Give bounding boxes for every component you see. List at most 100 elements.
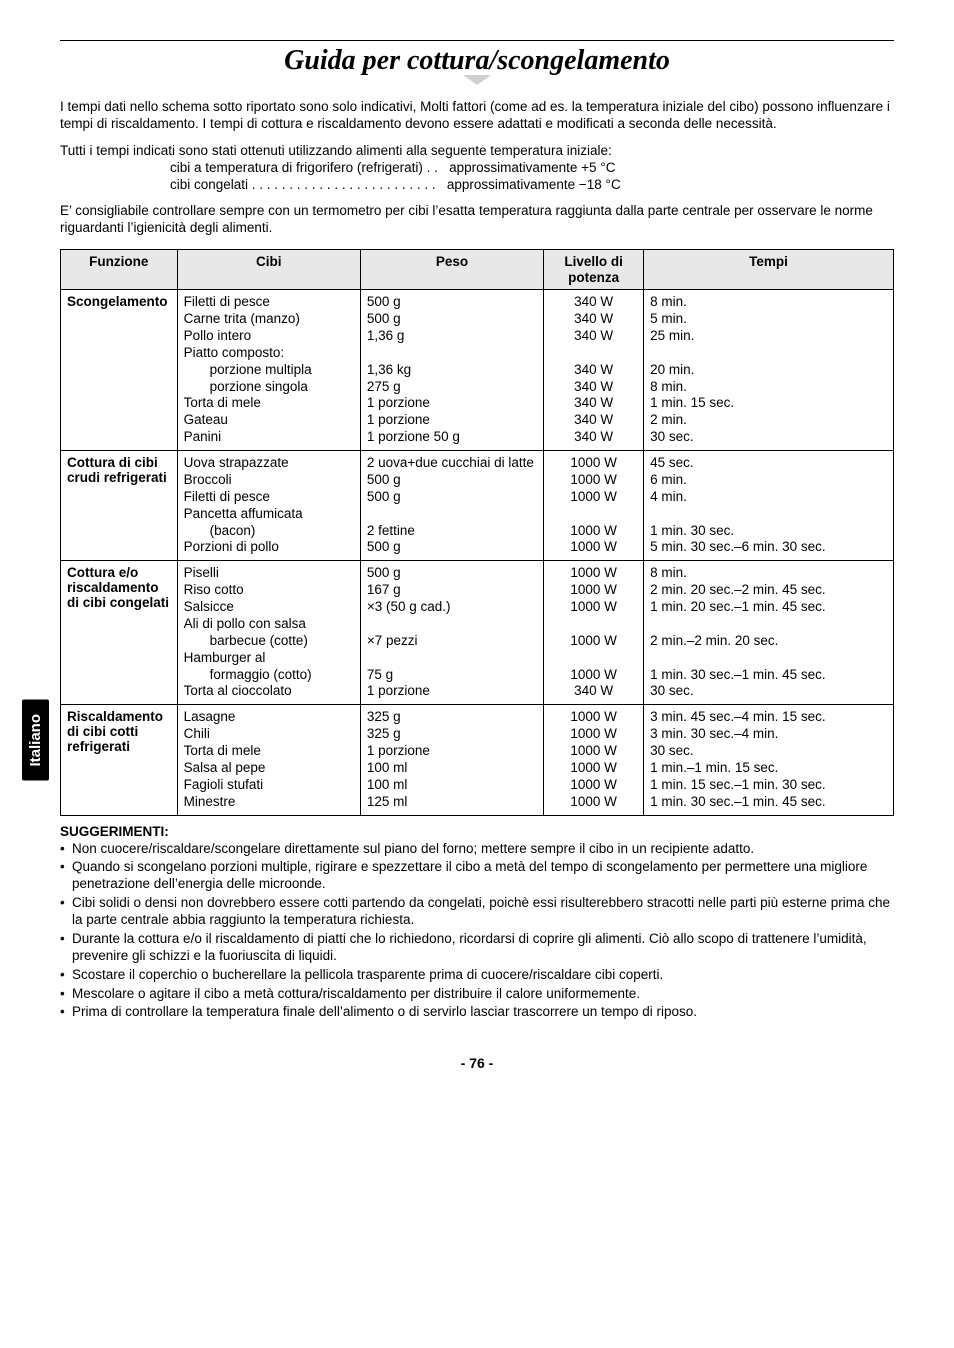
- cell-line: Salsa al pepe: [184, 760, 354, 777]
- cell-line: 340 W: [550, 683, 637, 700]
- cell-line: Gateau: [184, 412, 354, 429]
- cooking-table: Funzione Cibi Peso Livello di potenza Te…: [60, 249, 894, 815]
- header-peso: Peso: [360, 250, 543, 290]
- cell-line: Fagioli stufati: [184, 777, 354, 794]
- cell-line: Hamburger al: [184, 650, 354, 667]
- table-cell: 2 uova+due cucchiai di latte500 g500 g 2…: [360, 451, 543, 561]
- cell-line: 325 g: [367, 709, 537, 726]
- hint-item: Cibi solidi o densi non dovrebbero esser…: [60, 895, 894, 929]
- page-number: - 76 -: [60, 1055, 894, 1071]
- table-cell-funzione: Cottura e/o riscaldamento di cibi congel…: [61, 561, 178, 705]
- language-tab: Italiano: [22, 700, 49, 781]
- cell-line: 500 g: [367, 539, 537, 556]
- cell-line: [550, 506, 637, 523]
- table-cell-funzione: Riscaldamento di cibi cotti refrigerati: [61, 705, 178, 815]
- cell-line: 1 porzione: [367, 412, 537, 429]
- table-cell: PiselliRiso cottoSalsicceAli di pollo co…: [177, 561, 360, 705]
- cell-line: 2 min.–2 min. 20 sec.: [650, 633, 887, 650]
- cell-line: 6 min.: [650, 472, 887, 489]
- cell-line: 125 ml: [367, 794, 537, 811]
- cell-line: Pancetta affumicata: [184, 506, 354, 523]
- table-cell: 8 min.5 min.25 min. 20 min.8 min.1 min. …: [644, 290, 894, 451]
- table-cell: 340 W340 W340 W 340 W340 W340 W340 W340 …: [544, 290, 644, 451]
- cell-line: 325 g: [367, 726, 537, 743]
- cell-line: 1000 W: [550, 489, 637, 506]
- cell-line: 1 min. 15 sec.–1 min. 30 sec.: [650, 777, 887, 794]
- cell-line: [550, 616, 637, 633]
- table-header-row: Funzione Cibi Peso Livello di potenza Te…: [61, 250, 894, 290]
- table-body: ScongelamentoFiletti di pesceCarne trita…: [61, 290, 894, 815]
- cell-line: 5 min.: [650, 311, 887, 328]
- cell-line: 30 sec.: [650, 743, 887, 760]
- cell-line: 2 min.: [650, 412, 887, 429]
- cell-line: ×7 pezzi: [367, 633, 537, 650]
- cell-line: 500 g: [367, 565, 537, 582]
- table-cell: 1000 W1000 W1000 W1000 W1000 W1000 W: [544, 705, 644, 815]
- table-cell: 8 min.2 min. 20 sec.–2 min. 45 sec.1 min…: [644, 561, 894, 705]
- title-wrap: Guida per cottura/scongelamento: [60, 45, 894, 85]
- table-cell: 325 g325 g1 porzione100 ml100 ml125 ml: [360, 705, 543, 815]
- cell-line: [650, 650, 887, 667]
- cell-line: 275 g: [367, 379, 537, 396]
- cell-line: 340 W: [550, 379, 637, 396]
- cell-line: 500 g: [367, 489, 537, 506]
- cell-line: 8 min.: [650, 294, 887, 311]
- hint-item: Mescolare o agitare il cibo a metà cottu…: [60, 986, 894, 1003]
- cell-line: 340 W: [550, 362, 637, 379]
- cell-line: barbecue (cotte): [184, 633, 354, 650]
- cell-line: Torta di mele: [184, 743, 354, 760]
- cell-line: 1000 W: [550, 523, 637, 540]
- table-cell-funzione: Cottura di cibi crudi refrigerati: [61, 451, 178, 561]
- cell-line: 1000 W: [550, 760, 637, 777]
- cell-line: 1000 W: [550, 565, 637, 582]
- cell-line: Torta al cioccolato: [184, 683, 354, 700]
- hint-item: Scostare il coperchio o bucherellare la …: [60, 967, 894, 984]
- cell-line: [650, 345, 887, 362]
- cell-line: 1,36 g: [367, 328, 537, 345]
- cell-line: Carne trita (manzo): [184, 311, 354, 328]
- cell-line: Lasagne: [184, 709, 354, 726]
- table-row: ScongelamentoFiletti di pesceCarne trita…: [61, 290, 894, 451]
- table-cell: 1000 W1000 W1000 W 1000 W 1000 W340 W: [544, 561, 644, 705]
- table-cell: 500 g500 g1,36 g 1,36 kg275 g1 porzione1…: [360, 290, 543, 451]
- header-cibi: Cibi: [177, 250, 360, 290]
- cell-line: Torta di mele: [184, 395, 354, 412]
- cell-line: 4 min.: [650, 489, 887, 506]
- cell-line: porzione singola: [184, 379, 354, 396]
- cell-line: 1 min.–1 min. 15 sec.: [650, 760, 887, 777]
- cell-line: Minestre: [184, 794, 354, 811]
- cell-line: Broccoli: [184, 472, 354, 489]
- cell-line: 1000 W: [550, 794, 637, 811]
- header-tempi: Tempi: [644, 250, 894, 290]
- cell-line: Filetti di pesce: [184, 294, 354, 311]
- cell-line: 340 W: [550, 294, 637, 311]
- hint-item: Durante la cottura e/o il riscaldamento …: [60, 931, 894, 965]
- table-row: Cottura di cibi crudi refrigeratiUova st…: [61, 451, 894, 561]
- cell-line: porzione multipla: [184, 362, 354, 379]
- cell-line: 1000 W: [550, 777, 637, 794]
- page: Guida per cottura/scongelamento I tempi …: [0, 0, 954, 1101]
- cell-line: 1000 W: [550, 726, 637, 743]
- advice-paragraph: E’ consigliabile controllare sempre con …: [60, 203, 894, 237]
- cell-line: 1000 W: [550, 455, 637, 472]
- cell-line: 1000 W: [550, 667, 637, 684]
- cell-line: 1 porzione 50 g: [367, 429, 537, 446]
- temperature-lines: cibi a temperatura di frigorifero (refri…: [60, 160, 894, 194]
- cell-line: 167 g: [367, 582, 537, 599]
- cell-line: 25 min.: [650, 328, 887, 345]
- cell-line: 1000 W: [550, 633, 637, 650]
- cell-line: Panini: [184, 429, 354, 446]
- cell-line: 1000 W: [550, 539, 637, 556]
- table-cell: Uova strapazzateBroccoliFiletti di pesce…: [177, 451, 360, 561]
- cell-line: 30 sec.: [650, 429, 887, 446]
- table-row: Cottura e/o riscaldamento di cibi congel…: [61, 561, 894, 705]
- top-rule: [60, 40, 894, 41]
- cell-line: 30 sec.: [650, 683, 887, 700]
- cell-line: [367, 506, 537, 523]
- cell-line: 1 porzione: [367, 683, 537, 700]
- hint-item: Non cuocere/riscaldare/scongelare dirett…: [60, 841, 894, 858]
- page-title: Guida per cottura/scongelamento: [278, 45, 676, 77]
- cell-line: [367, 650, 537, 667]
- table-cell: 45 sec.6 min.4 min. 1 min. 30 sec.5 min.…: [644, 451, 894, 561]
- cell-line: 1 min. 20 sec.–1 min. 45 sec.: [650, 599, 887, 616]
